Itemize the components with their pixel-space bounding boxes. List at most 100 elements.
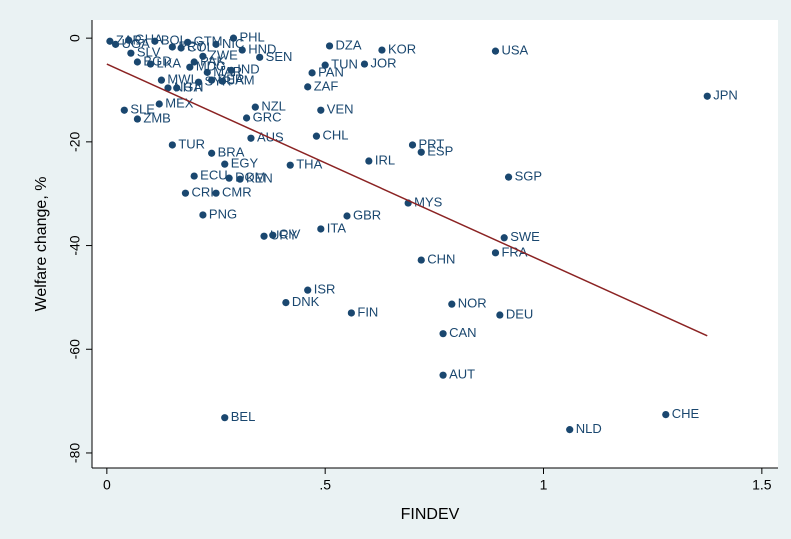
point [500,234,508,242]
point-label: ITA [327,220,347,235]
point-label: PER [218,72,245,87]
point [317,225,325,233]
point [208,149,216,157]
point [227,66,235,74]
point [325,42,334,50]
y-axis-title: Welfare change, % [33,177,50,312]
point [236,175,244,183]
point-label: VEN [327,102,354,117]
point-label: BRA [218,145,245,160]
point [177,44,185,52]
point [111,40,120,48]
point [190,172,198,180]
point-label: GRC [253,109,282,124]
point [218,77,227,85]
point-label: MAR [213,64,242,79]
point [229,34,238,42]
point-label: CHL [322,128,348,143]
point-label: MEX [165,95,194,110]
point-label: LKA [157,56,182,71]
point [212,40,220,48]
point-label: THA [296,157,322,172]
point-label: ECU [200,168,227,183]
plot-area [92,20,778,468]
point-label: CHN [427,252,455,267]
point [304,286,312,294]
point [703,92,711,100]
point [439,371,447,379]
point [347,309,355,317]
point-label: KOR [388,42,416,57]
point [408,141,417,149]
point-label: NOR [458,296,487,311]
point [308,69,316,77]
point [173,84,181,92]
point [378,46,386,54]
point [184,38,192,46]
y-tick-label: 0 [67,34,83,42]
point [221,414,229,422]
point [360,60,369,68]
point-label: PAK [200,53,225,68]
point-label: SEN [266,49,293,64]
point [317,106,325,114]
point [247,134,255,142]
point [312,132,321,140]
point-label: PHL [239,30,264,45]
point [282,298,290,307]
point [662,410,670,419]
point [417,256,425,264]
point [199,52,207,60]
x-axis-title: FINDEV [401,506,460,523]
point [203,68,211,76]
point-label: CRI [191,185,213,200]
point-label: CMR [222,185,252,200]
point [304,83,312,91]
point [491,47,500,55]
point [321,61,329,69]
point-label: DZA [336,37,362,52]
point [208,76,216,84]
x-tick-label: 1.5 [752,477,772,493]
point [286,161,294,169]
y-tick-label: -20 [67,132,83,152]
point-label: SWE [510,229,540,244]
point [120,106,128,114]
point-label: URY [270,228,298,243]
point [186,63,194,71]
point [133,115,142,123]
y-tick-label: -40 [67,235,83,255]
point-label: CIV [279,227,301,242]
point-label: SLE [130,102,155,117]
point [448,300,456,308]
point [190,58,198,66]
point [238,46,246,54]
point [133,58,142,66]
point [269,231,277,239]
point-label: IRL [375,152,395,167]
point-label: NIC [222,36,244,51]
point [417,148,425,156]
x-tick-label: .5 [319,477,331,493]
point [168,141,176,149]
point [225,174,233,182]
point [168,43,176,51]
point-label: ISR [314,282,336,297]
point-label: ZWE [209,48,238,63]
point-label: COL [187,39,214,54]
point-label: FRA [501,244,527,259]
point-label: ZAF [314,78,339,93]
point [151,37,159,45]
point [256,53,264,61]
point-label: ZMB [143,110,170,125]
point-label: TUN [331,57,358,72]
point [439,330,447,338]
point-label: MWI [167,72,194,87]
point [125,36,133,44]
point [260,232,268,240]
point-label: BEL [231,409,256,424]
point-label: CHE [672,406,700,421]
x-tick-label: 0 [103,477,111,493]
point-label: ESP [427,144,453,159]
